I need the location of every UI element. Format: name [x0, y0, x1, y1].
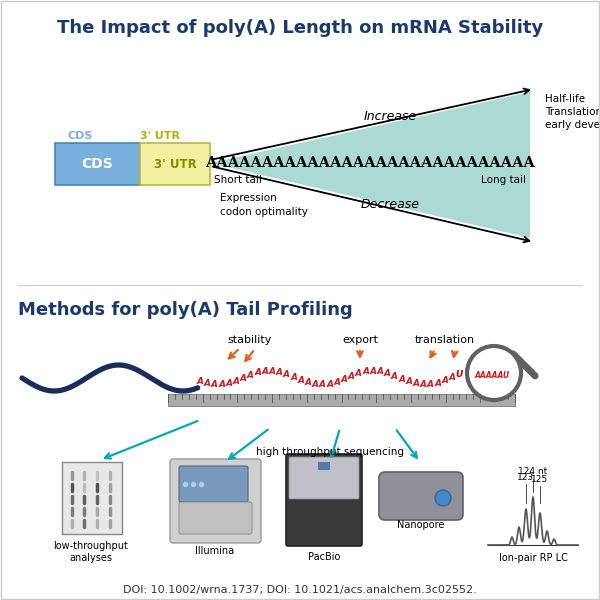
Text: Short tail: Short tail: [214, 175, 262, 185]
Text: CDS: CDS: [81, 157, 113, 171]
Text: Half-life
Translation in
early development: Half-life Translation in early developme…: [545, 94, 600, 130]
Text: A: A: [362, 367, 369, 376]
Text: 124 nt: 124 nt: [518, 467, 548, 476]
Text: A: A: [226, 379, 232, 388]
Circle shape: [435, 490, 451, 506]
Text: 3' UTR: 3' UTR: [140, 131, 180, 141]
Text: A: A: [262, 367, 268, 376]
Text: stability: stability: [228, 335, 272, 345]
Text: A: A: [420, 380, 427, 389]
Text: Ion-pair RP LC: Ion-pair RP LC: [499, 553, 568, 563]
Text: Nanopore: Nanopore: [397, 520, 445, 530]
Text: A: A: [434, 379, 441, 388]
FancyBboxPatch shape: [179, 466, 248, 502]
Text: Increase: Increase: [364, 109, 416, 122]
Text: 123: 123: [517, 473, 535, 482]
Text: A: A: [290, 373, 297, 382]
Text: export: export: [342, 335, 378, 345]
Text: A: A: [233, 377, 239, 386]
Text: A: A: [319, 380, 326, 389]
Text: U: U: [455, 370, 463, 379]
Text: A: A: [442, 376, 448, 385]
FancyBboxPatch shape: [170, 459, 261, 543]
Text: A: A: [413, 379, 419, 388]
Text: PacBio: PacBio: [308, 552, 340, 562]
FancyBboxPatch shape: [289, 457, 359, 499]
Text: A: A: [211, 380, 218, 389]
FancyBboxPatch shape: [55, 143, 140, 185]
Text: A: A: [348, 372, 355, 381]
Text: A: A: [377, 367, 383, 376]
Text: Long tail: Long tail: [481, 175, 526, 185]
FancyBboxPatch shape: [286, 454, 362, 546]
Text: Illumina: Illumina: [196, 546, 235, 556]
Text: CDS: CDS: [67, 131, 92, 141]
Text: A: A: [449, 373, 455, 382]
Text: The Impact of poly(A) Length on mRNA Stability: The Impact of poly(A) Length on mRNA Sta…: [57, 19, 543, 37]
Text: A: A: [218, 380, 225, 389]
Text: A: A: [370, 367, 376, 376]
Text: A: A: [326, 380, 333, 389]
Text: A: A: [269, 367, 275, 376]
Text: A: A: [240, 374, 247, 383]
Text: A: A: [247, 371, 254, 380]
FancyBboxPatch shape: [379, 472, 463, 520]
Text: A: A: [384, 369, 391, 378]
Text: A: A: [355, 369, 362, 378]
Text: A: A: [427, 380, 434, 389]
Text: A: A: [398, 374, 405, 383]
Text: A: A: [312, 380, 319, 389]
Text: translation: translation: [415, 335, 475, 345]
Text: A: A: [298, 376, 304, 385]
Text: A: A: [283, 370, 290, 379]
Text: A: A: [391, 371, 398, 380]
FancyBboxPatch shape: [62, 462, 122, 534]
Text: A: A: [276, 368, 283, 377]
Text: AAAAAU: AAAAAU: [475, 370, 509, 379]
Text: Decrease: Decrease: [361, 199, 419, 211]
Text: A: A: [254, 368, 261, 377]
Polygon shape: [210, 163, 530, 238]
Text: high throughput sequencing: high throughput sequencing: [256, 447, 404, 457]
Text: DOI: 10.1002/wrna.1737; DOI: 10.1021/acs.analchem.3c02552.: DOI: 10.1002/wrna.1737; DOI: 10.1021/acs…: [123, 585, 477, 595]
FancyBboxPatch shape: [318, 462, 330, 470]
FancyBboxPatch shape: [179, 502, 252, 534]
Text: 3' UTR: 3' UTR: [154, 157, 196, 170]
Text: low-throughput
analyses: low-throughput analyses: [53, 541, 128, 563]
Text: Expression
codon optimality: Expression codon optimality: [220, 193, 308, 217]
Text: 125: 125: [532, 475, 548, 484]
FancyBboxPatch shape: [168, 394, 515, 406]
Text: A: A: [204, 379, 211, 388]
Polygon shape: [210, 92, 530, 163]
Text: A: A: [406, 377, 412, 386]
FancyBboxPatch shape: [140, 143, 210, 185]
Text: A: A: [341, 375, 347, 384]
Text: A: A: [197, 377, 203, 386]
Text: A: A: [305, 379, 311, 388]
Circle shape: [467, 346, 521, 400]
Text: A: A: [334, 377, 340, 386]
Text: Methods for poly(A) Tail Profiling: Methods for poly(A) Tail Profiling: [18, 301, 353, 319]
Text: AAAAAAAAAAAAAAAAAAAAAAAAAAAAA: AAAAAAAAAAAAAAAAAAAAAAAAAAAAA: [205, 156, 535, 170]
